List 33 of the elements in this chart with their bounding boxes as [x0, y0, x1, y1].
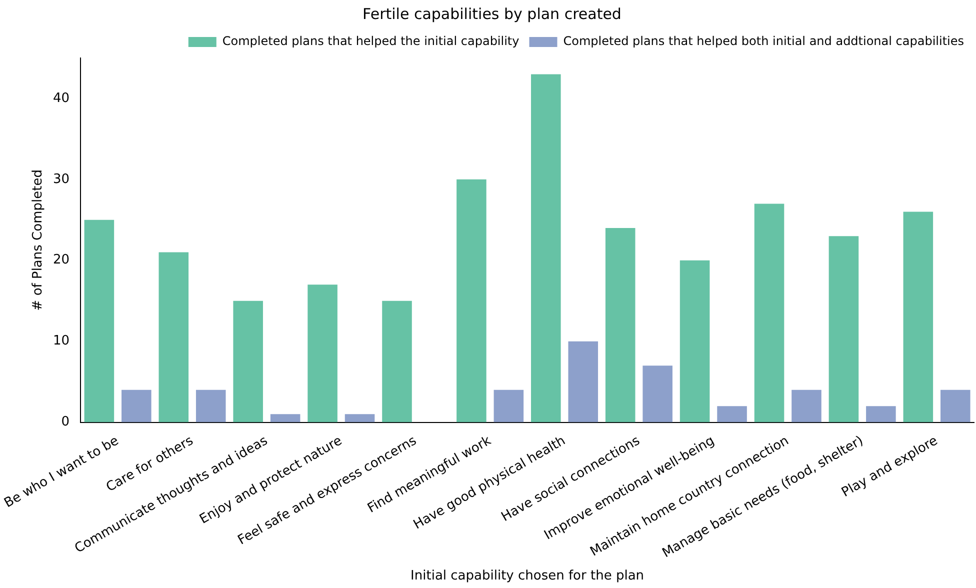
bar	[568, 341, 598, 422]
bar	[84, 220, 114, 422]
y-tick-label: 10	[53, 334, 70, 349]
legend-label: Completed plans that helped the initial capability	[222, 34, 520, 48]
y-tick-label: 0	[61, 414, 70, 430]
bar	[344, 414, 375, 422]
y-axis-title: # of Plans Completed	[30, 170, 46, 311]
bar	[233, 300, 263, 422]
bar	[605, 228, 636, 422]
bar	[642, 366, 672, 422]
bar	[828, 236, 859, 422]
bar	[866, 406, 896, 422]
bar	[158, 252, 189, 422]
y-tick-label: 30	[53, 172, 70, 187]
bar	[494, 390, 524, 422]
bar	[196, 390, 226, 422]
bar	[456, 179, 486, 422]
y-tick-label: 20	[53, 252, 70, 268]
bar	[792, 390, 822, 422]
chart-title: Fertile capabilities by plan created	[362, 4, 622, 23]
bar	[382, 300, 412, 422]
bar	[531, 74, 561, 422]
bar	[680, 260, 710, 422]
legend-label: Completed plans that helped both initial and addtional capabilities	[563, 34, 964, 48]
bar	[122, 390, 152, 422]
bar	[903, 212, 934, 422]
bar	[308, 284, 338, 422]
x-axis-title: Initial capability chosen for the plan	[410, 568, 644, 584]
bar	[270, 414, 300, 422]
bar	[717, 406, 747, 422]
bar	[754, 204, 784, 422]
bar	[940, 390, 970, 422]
y-tick-label: 40	[53, 90, 70, 106]
